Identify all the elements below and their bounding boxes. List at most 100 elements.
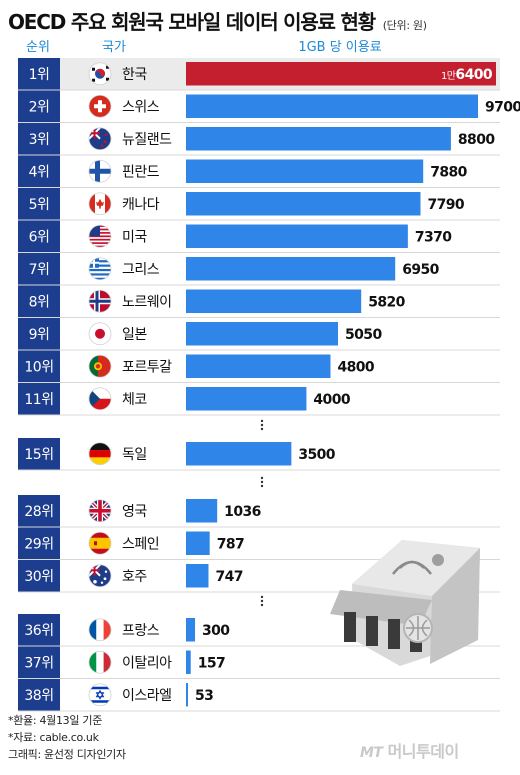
chart-title: OECD 주요 회원국 모바일 데이터 이용료 현황 (단위: 원): [8, 6, 427, 35]
value-label-일본: 5050: [345, 327, 382, 343]
bar-일본: [186, 322, 339, 346]
note-exchange-rate: *환율: 4월13일 기준: [8, 714, 103, 727]
value-label-그리스: 6950: [402, 262, 439, 278]
country-label-이탈리아: 이탈리아: [122, 655, 172, 671]
portugal-flag-icon: [88, 354, 112, 378]
bar-체코: [186, 387, 307, 411]
row-band-영국: [60, 495, 500, 527]
greece-flag-icon: [88, 257, 112, 281]
country-label-프랑스: 프랑스: [122, 623, 160, 639]
store-wifi-icon: [330, 540, 480, 666]
rank-cell-캐나다: [18, 188, 60, 220]
rank-label-스페인: 29위: [24, 536, 53, 552]
israel-flag-icon: [88, 683, 112, 707]
uk-flag-icon: [88, 499, 112, 523]
country-label-캐나다: 캐나다: [122, 197, 160, 213]
value-label-영국: 1036: [224, 504, 261, 520]
bar-프랑스: [186, 618, 196, 642]
note-source: *자료: cable.co.uk: [8, 731, 99, 744]
row-band-이스라엘: [60, 679, 500, 711]
bar-이스라엘: [186, 683, 188, 707]
bar-그리스: [186, 257, 396, 281]
publisher-logo: MT: [360, 745, 383, 761]
rank-cell-이스라엘: [18, 679, 60, 711]
rank-label-독일: 15위: [24, 447, 53, 463]
country-label-스위스: 스위스: [122, 99, 160, 115]
rank-label-캐나다: 5위: [29, 197, 50, 213]
footnotes: *환율: 4월13일 기준 *자료: cable.co.uk 그래픽: 윤선정 …: [8, 712, 126, 763]
value-label-뉴질랜드: 8800: [458, 132, 495, 148]
australia-flag-icon: [88, 564, 112, 588]
country-label-스페인: 스페인: [122, 536, 159, 552]
japan-flag-icon: [88, 322, 112, 346]
bar-포르투갈: [186, 354, 331, 378]
switzerland-flag-icon: [88, 94, 112, 118]
country-label-핀란드: 핀란드: [122, 164, 160, 180]
south-korea-flag-icon: [88, 62, 112, 86]
ellipsis-marker-3: [260, 595, 264, 607]
value-label-핀란드: 7880: [430, 164, 467, 180]
bar-노르웨이: [186, 289, 362, 313]
country-label-미국: 미국: [122, 229, 147, 245]
value-label-캐나다: 7790: [428, 197, 465, 213]
rank-cell-한국: [18, 58, 60, 90]
country-label-한국: 한국: [122, 67, 147, 83]
rank-label-미국: 6위: [29, 229, 50, 245]
rank-label-호주: 30위: [24, 569, 53, 585]
value-label-스페인: 787: [217, 536, 244, 552]
value-label-프랑스: 300: [202, 623, 230, 639]
bar-캐나다: [186, 192, 421, 216]
rank-cell-뉴질랜드: [18, 123, 60, 155]
rank-label-프랑스: 36위: [24, 623, 53, 639]
rank-cell-노르웨이: [18, 285, 60, 317]
price-column-header: 1GB 당 이용료: [298, 40, 381, 55]
country-label-이스라엘: 이스라엘: [122, 688, 172, 704]
country-column-header: 국가: [102, 40, 126, 55]
czech-flag-icon: [88, 387, 112, 411]
ellipsis-marker-2: [260, 476, 264, 488]
bar-미국: [186, 224, 408, 248]
value-label-스위스: 9700: [485, 99, 520, 115]
rank-cell-포르투갈: [18, 350, 60, 382]
rank-cell-영국: [18, 495, 60, 527]
rank-label-뉴질랜드: 3위: [29, 132, 50, 148]
rank-cell-스위스: [18, 90, 60, 122]
rank-label-이탈리아: 37위: [24, 655, 53, 671]
rank-cell-핀란드: [18, 155, 60, 187]
chart-title-text: OECD 주요 회원국 모바일 데이터 이용료 현황: [8, 10, 376, 34]
country-label-영국: 영국: [122, 504, 147, 520]
rank-column-header: 순위: [26, 40, 50, 55]
country-label-노르웨이: 노르웨이: [122, 294, 172, 310]
bar-이탈리아: [186, 650, 191, 674]
value-label-이탈리아: 157: [198, 655, 225, 671]
new-zealand-flag-icon: [88, 127, 112, 151]
value-label-이스라엘: 53: [195, 688, 213, 704]
unit-note: (단위: 원): [382, 19, 427, 32]
value-label-노르웨이: 5820: [368, 294, 405, 310]
bar-스위스: [186, 94, 478, 118]
italy-flag-icon: [88, 650, 112, 674]
spain-flag-icon: [88, 531, 112, 555]
rank-cell-체코: [18, 383, 60, 415]
rank-label-그리스: 7위: [29, 262, 50, 278]
value-label-호주: 747: [215, 569, 242, 585]
rank-label-핀란드: 4위: [29, 164, 50, 180]
publisher-name: 머니투데이: [387, 742, 460, 761]
canada-flag-icon: [88, 192, 112, 216]
rank-cell-독일: [18, 438, 60, 470]
germany-flag-icon: [88, 442, 112, 466]
rank-cell-호주: [18, 560, 60, 592]
country-label-독일: 독일: [122, 447, 147, 463]
bar-독일: [186, 442, 292, 466]
france-flag-icon: [88, 618, 112, 642]
country-label-뉴질랜드: 뉴질랜드: [122, 132, 172, 148]
note-graphic-credit: 그래픽: 윤선정 디자인기자: [8, 748, 126, 761]
rank-label-영국: 28위: [24, 504, 53, 520]
rank-label-노르웨이: 8위: [29, 294, 50, 310]
publisher-credit: MT 머니투데이: [360, 738, 459, 762]
rank-cell-일본: [18, 318, 60, 350]
finland-flag-icon: [88, 159, 112, 183]
rank-label-한국: 1위: [29, 67, 50, 83]
ellipsis-marker-1: [260, 419, 264, 431]
